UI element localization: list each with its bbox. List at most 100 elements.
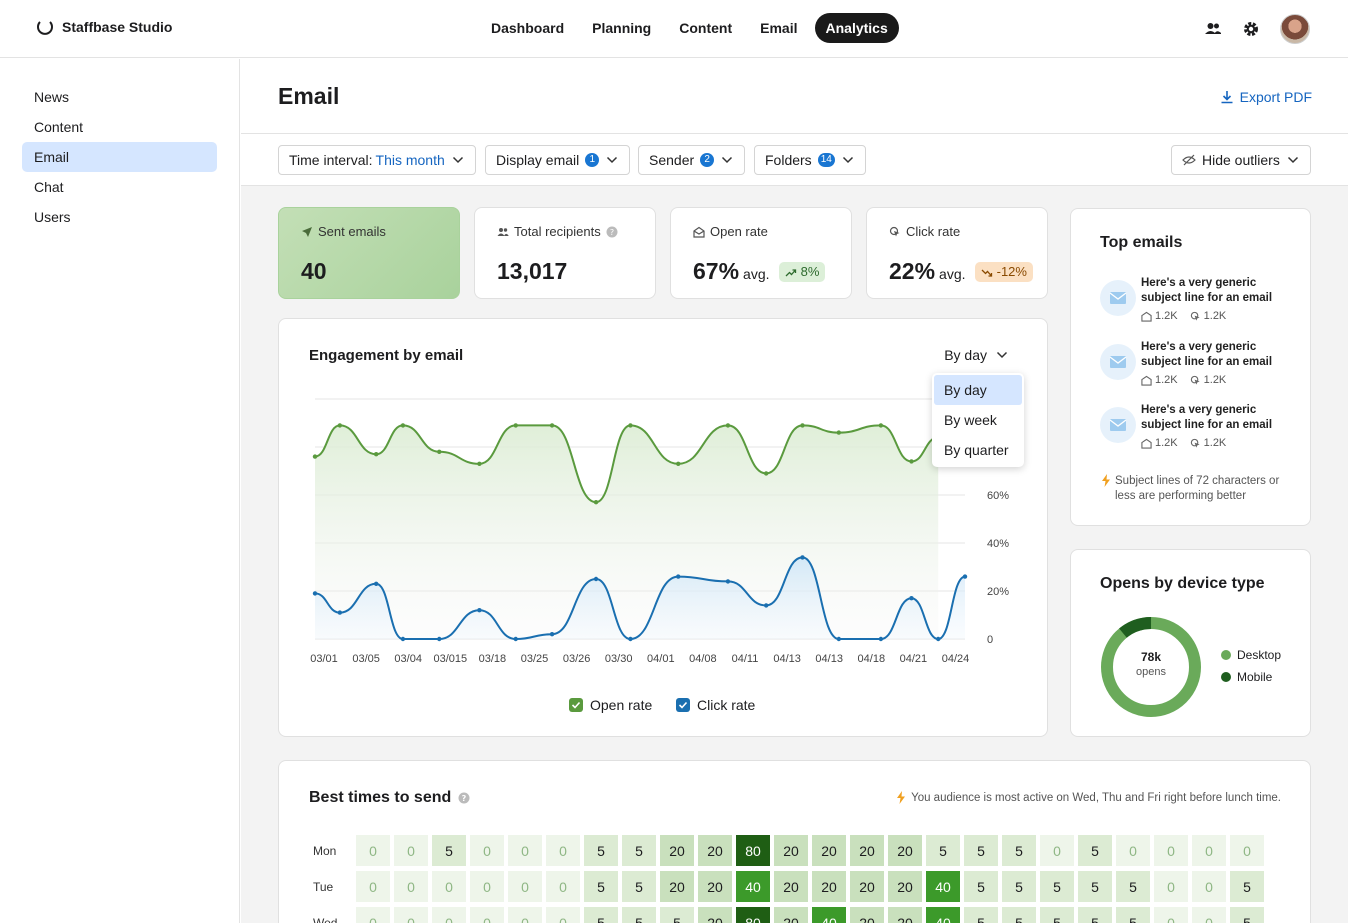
open-rate-point[interactable]	[909, 459, 914, 464]
heatmap-cell[interactable]: 0	[1040, 835, 1074, 866]
avatar[interactable]	[1280, 14, 1310, 44]
folders-filter[interactable]: Folders 14	[754, 145, 866, 175]
heatmap-cell[interactable]: 5	[1078, 835, 1112, 866]
heatmap-cell[interactable]: 40	[926, 871, 960, 902]
heatmap-cell[interactable]: 5	[1116, 907, 1150, 923]
open-rate-point[interactable]	[513, 423, 518, 428]
heatmap-cell[interactable]: 0	[1192, 907, 1226, 923]
click-rate-legend-toggle[interactable]: Click rate	[676, 697, 755, 713]
total-recipients-card[interactable]: Total recipients ? 13,017	[474, 207, 656, 299]
click-rate-point[interactable]	[628, 636, 633, 642]
display-email-filter[interactable]: Display email 1	[485, 145, 631, 175]
heatmap-cell[interactable]: 0	[1230, 835, 1264, 866]
click-rate-point[interactable]	[400, 636, 406, 642]
option-by-day[interactable]: By day	[934, 375, 1022, 405]
click-rate-point[interactable]	[549, 632, 555, 637]
top-email-item[interactable]: Here's a very generic subject line for a…	[1100, 340, 1290, 392]
heatmap-cell[interactable]: 5	[622, 835, 656, 866]
open-rate-point[interactable]	[549, 423, 555, 428]
heatmap-cell[interactable]: 20	[698, 871, 732, 902]
heatmap-cell[interactable]: 5	[1002, 871, 1036, 902]
heatmap-cell[interactable]: 0	[432, 907, 466, 923]
heatmap-cell[interactable]: 5	[1230, 907, 1264, 923]
heatmap-cell[interactable]: 5	[622, 871, 656, 902]
heatmap-cell[interactable]: 0	[1154, 907, 1188, 923]
gear-icon[interactable]	[1242, 20, 1260, 38]
heatmap-cell[interactable]: 5	[964, 835, 998, 866]
click-rate-point[interactable]	[437, 636, 442, 642]
heatmap-cell[interactable]: 0	[356, 835, 390, 866]
open-rate-point[interactable]	[628, 423, 633, 428]
heatmap-cell[interactable]: 0	[394, 871, 428, 902]
click-rate-point[interactable]	[800, 555, 805, 560]
heatmap-cell[interactable]: 0	[546, 871, 580, 902]
click-rate-point[interactable]	[513, 636, 518, 642]
brand[interactable]: Staffbase Studio	[36, 18, 172, 36]
heatmap-cell[interactable]: 20	[774, 835, 808, 866]
heatmap-cell[interactable]: 5	[1002, 835, 1036, 866]
heatmap-cell[interactable]: 20	[698, 835, 732, 866]
sidebar-item-news[interactable]: News	[34, 89, 70, 105]
heatmap-cell[interactable]: 5	[926, 835, 960, 866]
option-by-quarter[interactable]: By quarter	[944, 442, 1009, 458]
time-interval-filter[interactable]: Time interval: This month	[278, 145, 476, 175]
nav-dashboard[interactable]: Dashboard	[491, 20, 565, 36]
heatmap-cell[interactable]: 0	[432, 871, 466, 902]
heatmap-cell[interactable]: 40	[736, 871, 770, 902]
heatmap-cell[interactable]: 0	[508, 835, 542, 866]
click-rate-point[interactable]	[836, 636, 842, 642]
click-rate-point[interactable]	[878, 636, 884, 642]
checkbox-checked-icon[interactable]	[676, 698, 690, 712]
open-rate-point[interactable]	[373, 452, 379, 457]
heatmap-cell[interactable]: 5	[584, 871, 618, 902]
heatmap-cell[interactable]: 0	[356, 907, 390, 923]
click-rate-point[interactable]	[373, 581, 379, 586]
nav-analytics[interactable]: Analytics	[814, 13, 899, 43]
heatmap-cell[interactable]: 5	[584, 907, 618, 923]
click-rate-point[interactable]	[593, 576, 599, 582]
heatmap-cell[interactable]: 20	[812, 871, 846, 902]
heatmap-cell[interactable]: 5	[660, 907, 694, 923]
help-icon[interactable]: ?	[606, 226, 618, 238]
open-rate-point[interactable]	[477, 461, 482, 466]
click-rate-card[interactable]: Click rate 22% avg. -12%	[866, 207, 1048, 299]
click-rate-point[interactable]	[337, 610, 343, 615]
heatmap-cell[interactable]: 20	[850, 907, 884, 923]
heatmap-cell[interactable]: 5	[1116, 871, 1150, 902]
users-icon[interactable]	[1204, 20, 1222, 38]
open-rate-point[interactable]	[800, 423, 805, 428]
nav-email[interactable]: Email	[760, 20, 798, 36]
heatmap-cell[interactable]: 0	[394, 835, 428, 866]
heatmap-cell[interactable]: 5	[1078, 871, 1112, 902]
heatmap-cell[interactable]: 0	[546, 907, 580, 923]
heatmap-cell[interactable]: 5	[622, 907, 656, 923]
heatmap-cell[interactable]: 20	[888, 907, 922, 923]
open-rate-legend-toggle[interactable]: Open rate	[569, 697, 652, 713]
heatmap-cell[interactable]: 0	[508, 871, 542, 902]
heatmap-cell[interactable]: 0	[1192, 835, 1226, 866]
heatmap-cell[interactable]: 40	[926, 907, 960, 923]
heatmap-cell[interactable]: 0	[1154, 835, 1188, 866]
heatmap-cell[interactable]: 20	[888, 835, 922, 866]
heatmap-cell[interactable]: 20	[888, 871, 922, 902]
checkbox-checked-icon[interactable]	[569, 698, 583, 712]
heatmap-cell[interactable]: 80	[736, 907, 770, 923]
export-pdf-button[interactable]: Export PDF	[1220, 89, 1312, 105]
open-rate-card[interactable]: Open rate 67% avg. 8%	[670, 207, 852, 299]
heatmap-cell[interactable]: 5	[432, 835, 466, 866]
heatmap-cell[interactable]: 0	[394, 907, 428, 923]
heatmap-cell[interactable]: 5	[1040, 907, 1074, 923]
open-rate-point[interactable]	[312, 454, 318, 459]
heatmap-cell[interactable]: 20	[812, 835, 846, 866]
sidebar-item-content[interactable]: Content	[34, 119, 84, 135]
click-rate-point[interactable]	[962, 574, 968, 579]
click-rate-point[interactable]	[936, 636, 941, 642]
click-rate-point[interactable]	[725, 579, 731, 584]
heatmap-cell[interactable]: 0	[470, 871, 504, 902]
open-rate-point[interactable]	[337, 423, 343, 428]
open-rate-point[interactable]	[878, 423, 884, 428]
sidebar-item-users[interactable]: Users	[34, 209, 71, 225]
click-rate-point[interactable]	[312, 591, 318, 596]
heatmap-cell[interactable]: 0	[356, 871, 390, 902]
open-rate-point[interactable]	[725, 423, 731, 428]
